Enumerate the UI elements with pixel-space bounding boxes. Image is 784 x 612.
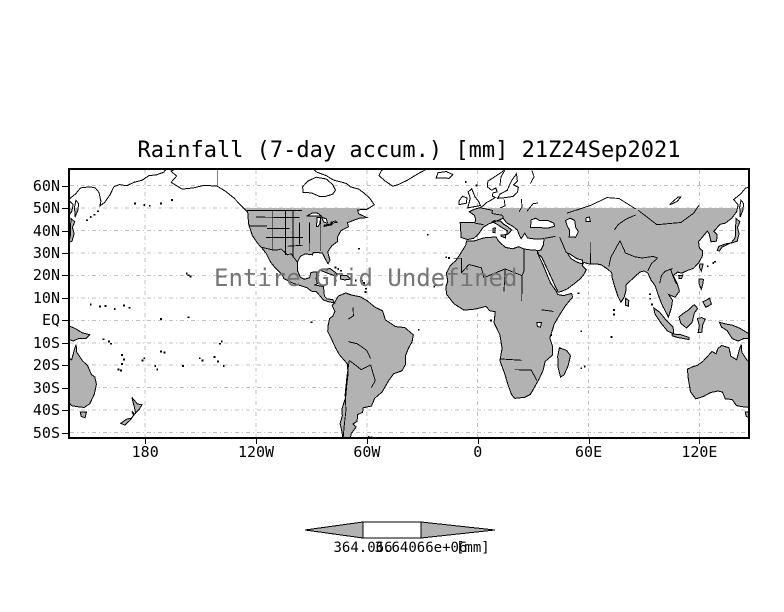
y-axis-tick (62, 297, 68, 299)
y-axis-label: 40S (32, 401, 60, 420)
x-axis-tick (477, 439, 479, 444)
y-axis-tick (62, 185, 68, 187)
y-axis-label: 50N (32, 199, 60, 218)
coastlines (70, 170, 748, 437)
shaded-land-region (70, 208, 748, 437)
colorbar-middle-box (362, 521, 422, 539)
x-axis-label: 120W (237, 443, 275, 461)
colorbar-left-arrow (304, 521, 364, 539)
colorbar-right-value: 3.64066e+06 (374, 540, 468, 556)
x-axis-label: 180 (131, 443, 159, 461)
x-axis-tick (256, 439, 258, 444)
y-axis-label: 60N (32, 176, 60, 195)
colorbar-right-arrow (420, 521, 496, 539)
colorbar-left-value: 364.066 (333, 540, 393, 556)
inland-seas (302, 172, 682, 328)
y-axis-tick (62, 410, 68, 412)
y-axis-tick (62, 342, 68, 344)
y-axis-label: 30S (32, 378, 60, 397)
colorbar-unit-label: [mm] (456, 540, 490, 556)
x-axis-tick (699, 439, 701, 444)
x-axis-label: 60E (575, 443, 603, 461)
y-axis-label: 50S (32, 423, 60, 442)
island-dots (86, 181, 716, 437)
y-axis-label: 30N (32, 244, 60, 263)
y-axis-tick (62, 320, 68, 322)
y-axis-label: 20N (32, 266, 60, 285)
map-frame (68, 168, 750, 439)
y-axis-tick (62, 387, 68, 389)
y-axis-label: 10S (32, 333, 60, 352)
y-axis-tick (62, 275, 68, 277)
y-axis-tick (62, 432, 68, 434)
x-axis-tick (588, 439, 590, 444)
colorbar (304, 521, 496, 539)
x-axis-label: 60W (353, 443, 381, 461)
world-map (70, 170, 748, 437)
undefined-grid-message: Entire Grid Undefined (214, 264, 518, 292)
y-axis-label: 10N (32, 288, 60, 307)
y-axis-tick (62, 230, 68, 232)
x-axis-label: 0 (473, 443, 483, 461)
x-axis-tick (366, 439, 368, 444)
y-axis-label: 20S (32, 356, 60, 375)
x-axis-label: 120E (681, 443, 718, 461)
y-axis-tick (62, 253, 68, 255)
x-axis-tick (145, 439, 147, 444)
y-axis-label: 40N (32, 221, 60, 240)
y-axis-label: EQ (41, 311, 60, 330)
country-borders (216, 170, 700, 437)
y-axis-tick (62, 208, 68, 210)
y-axis-tick (62, 365, 68, 367)
plot-title: Rainfall (7-day accum.) [mm] 21Z24Sep202… (137, 138, 681, 163)
